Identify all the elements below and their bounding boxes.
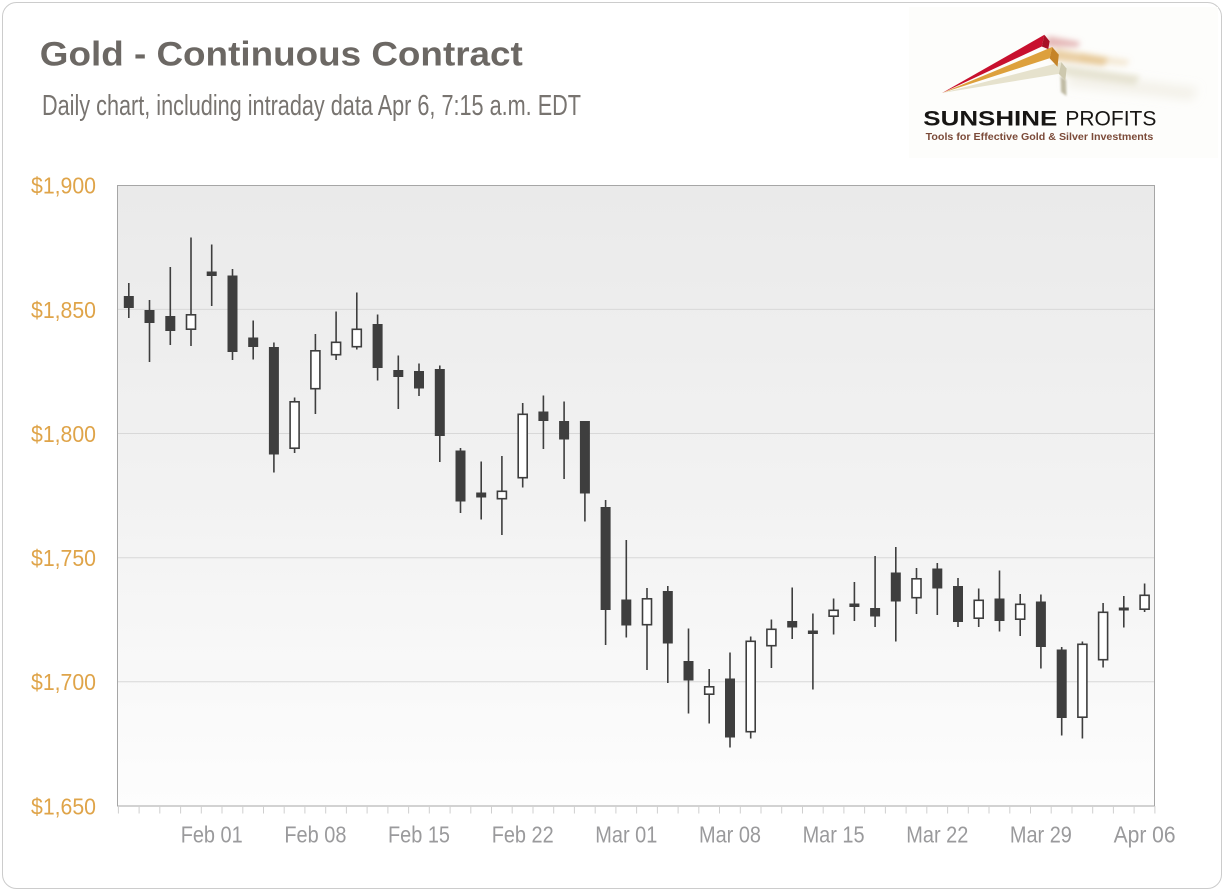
svg-text:$1,850: $1,850 <box>31 297 96 323</box>
svg-text:Feb 15: Feb 15 <box>388 822 450 848</box>
svg-text:Feb 22: Feb 22 <box>492 822 554 848</box>
svg-text:Mar 01: Mar 01 <box>595 822 657 848</box>
svg-text:Mar 22: Mar 22 <box>906 822 968 848</box>
svg-text:Daily chart, including intrada: Daily chart, including intraday data Apr… <box>42 90 581 122</box>
svg-text:Tools for Effective Gold & Sil: Tools for Effective Gold & Silver Invest… <box>926 132 1154 143</box>
svg-text:Gold - Continuous Contract: Gold - Continuous Contract <box>40 35 523 73</box>
svg-text:$1,900: $1,900 <box>31 173 96 199</box>
svg-text:Feb 08: Feb 08 <box>284 822 346 848</box>
svg-text:Mar 15: Mar 15 <box>803 822 865 848</box>
svg-text:Mar 08: Mar 08 <box>699 822 761 848</box>
svg-text:Feb 01: Feb 01 <box>181 822 243 848</box>
svg-text:$1,800: $1,800 <box>31 421 96 447</box>
svg-text:SUNSHINE: SUNSHINE <box>923 107 1057 130</box>
svg-text:Mar 29: Mar 29 <box>1010 822 1072 848</box>
svg-text:$1,650: $1,650 <box>31 793 96 819</box>
svg-text:PROFITS: PROFITS <box>1065 107 1156 130</box>
svg-text:$1,700: $1,700 <box>31 669 96 695</box>
svg-text:$1,750: $1,750 <box>31 545 96 571</box>
svg-text:Apr 06: Apr 06 <box>1114 822 1176 848</box>
